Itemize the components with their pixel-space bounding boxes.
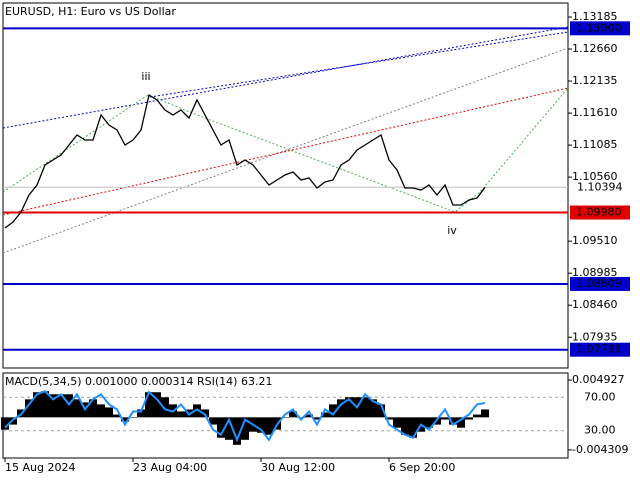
x-tick-label: 6 Sep 20:00 [389,461,455,474]
price-panel [2,2,569,369]
macd-bar [177,411,185,418]
macd-bar [401,417,409,435]
macd-bar [313,417,321,420]
macd-bar [161,397,169,418]
y-tick-label: 1.08460 [572,298,618,311]
macd-bar [337,399,345,418]
macd-bar [289,411,297,418]
macd-bar [257,417,265,433]
y-tick-label: 1.10560 [572,170,618,183]
macd-bar [409,417,417,438]
channel-line [2,87,569,216]
macd-bar [465,417,473,420]
x-tick-label: 23 Aug 04:00 [133,461,207,474]
macd-bar [209,417,217,425]
y-tick-label: 0.004927 [572,373,625,386]
macd-bar [361,397,369,418]
macd-bar [449,417,457,425]
level-box [570,21,630,36]
y-tick-label: 1.13185 [572,10,618,23]
macd-bar [225,417,233,440]
macd-bar [1,417,9,430]
macd-bar [281,417,289,418]
macd-bar [305,414,313,418]
macd-bar [393,417,401,428]
macd-bar [369,399,377,418]
macd-bar [129,417,137,418]
macd-bar [329,404,337,418]
macd-bar [49,394,57,418]
macd-bar [57,394,65,418]
y2-tick-label: 70.00 [584,390,616,403]
wave-line [2,87,569,213]
macd-bar [33,392,41,418]
wave-label: iii [141,70,150,83]
x-tick-label: 15 Aug 2024 [5,461,75,474]
level-label: 1.08809 [576,277,622,290]
macd-bar [145,392,153,418]
macd-bar [25,399,33,418]
y-tick-label: 1.09510 [572,234,618,247]
macd-bar [457,417,465,428]
macd-bar [121,417,129,422]
macd-bar [473,414,481,418]
macd-bar [297,417,305,418]
macd-bar [441,417,449,420]
macd-bar [385,417,393,420]
x-tick-label: 30 Aug 12:00 [261,461,335,474]
y-tick-label: 1.12660 [572,42,618,55]
y-tick-label: 1.12135 [572,74,618,87]
current-price-label: 1.10394 [577,180,623,193]
y-tick-label: 1.11610 [572,106,618,119]
macd-bar [105,407,113,418]
macd-bar [425,417,433,428]
macd-bar [137,409,145,418]
macd-bar [265,417,273,435]
y-tick-label: -0.004309 [572,443,628,456]
macd-bar [73,399,81,418]
level-label: 1.07731 [576,343,622,356]
level-label: 1.13000 [576,21,622,34]
macd-bar [193,404,201,418]
channel-line [2,47,569,254]
rsi-line [4,390,486,443]
channel-line [149,31,569,98]
macd-bar [377,404,385,418]
level-box [570,342,630,357]
price-line [4,93,486,229]
macd-bar [241,417,249,440]
macd-bar [153,392,161,418]
macd-bar [217,417,225,438]
y2-tick-label: 30.00 [584,424,616,437]
current-price-box [570,180,630,195]
macd-bar [41,391,49,418]
y-tick-label: 1.11085 [572,138,618,151]
y-tick-label: 1.08985 [572,266,618,279]
macd-bar [481,409,489,418]
trend-lines [2,26,569,254]
indicator-title: MACD(5,34,5) 0.001000 0.000314 RSI(14) 6… [5,375,272,388]
level-box [570,205,630,220]
y-tick-label: 1.07935 [572,330,618,343]
macd-bar [321,412,329,418]
macd-bar [113,414,121,418]
indicator-panel [2,372,569,459]
macd-bar [89,399,97,418]
macd-bar [97,404,105,418]
wave-label: iv [447,224,457,237]
level-box [570,276,630,291]
macd-bar [345,397,353,418]
macd-bar [233,417,241,445]
level-label: 1.09980 [576,206,622,219]
chart-title: EURUSD, H1: Euro vs US Dollar [5,5,176,18]
